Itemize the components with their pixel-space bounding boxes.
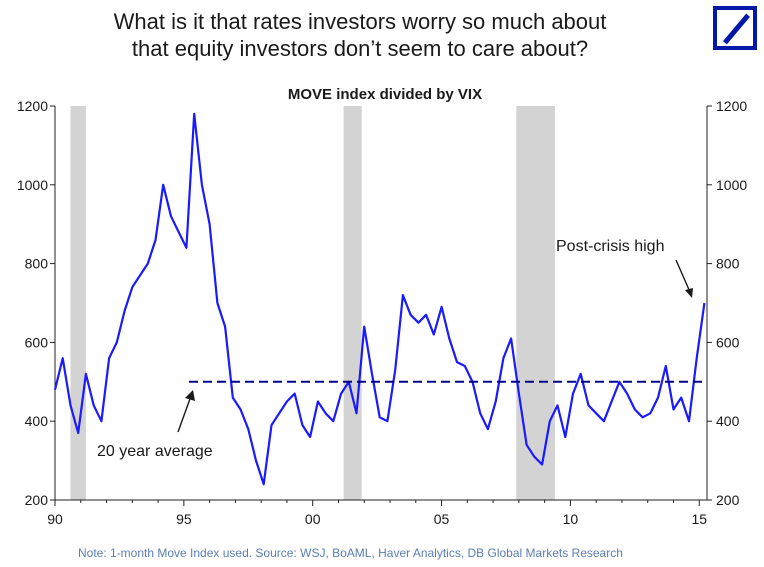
recession-band-0 xyxy=(70,106,86,500)
y-tick-label-left: 200 xyxy=(25,492,49,508)
y-tick-label-right: 400 xyxy=(716,413,740,429)
y-tick-label-left: 600 xyxy=(25,334,49,350)
recession-bands xyxy=(70,106,555,500)
chart-title: MOVE index divided by VIX xyxy=(288,86,482,103)
average-arrow-icon xyxy=(177,390,195,433)
series-line-0 xyxy=(53,112,706,486)
y-tick-label-left: 1200 xyxy=(17,98,48,114)
average-label: 20 year average xyxy=(97,443,213,460)
recession-band-2 xyxy=(516,106,555,500)
y-tick-label-left: 800 xyxy=(25,256,49,272)
y-tick-label-right: 800 xyxy=(716,256,740,272)
x-tick-label: 00 xyxy=(305,511,321,527)
recession-band-1 xyxy=(343,106,362,500)
y-tick-label-right: 1000 xyxy=(716,177,747,193)
x-tick-label: 15 xyxy=(691,511,707,527)
post-crisis-arrow-icon xyxy=(675,259,693,298)
deutsche-bank-logo-icon xyxy=(713,6,757,50)
y-tick-label-right: 1200 xyxy=(716,98,747,114)
x-tick-label: 90 xyxy=(47,511,63,527)
y-tick-label-left: 1000 xyxy=(17,177,48,193)
series-layer xyxy=(53,112,706,486)
headline-line-2: that equity investors don’t seem to care… xyxy=(131,36,589,61)
source-footnote: Note: 1-month Move Index used. Source: W… xyxy=(78,546,623,560)
y-tick-label-right: 200 xyxy=(716,492,740,508)
y-tick-label-left: 400 xyxy=(25,413,49,429)
headline-line-1: What is it that rates investors worry so… xyxy=(113,9,607,34)
post-crisis-high-label: Post-crisis high xyxy=(556,238,664,255)
x-tick-label: 05 xyxy=(434,511,450,527)
x-tick-label: 95 xyxy=(176,511,192,527)
x-tick-label: 10 xyxy=(563,511,579,527)
headline: What is it that rates investors worry so… xyxy=(40,8,680,62)
axes xyxy=(50,105,712,506)
y-tick-label-right: 600 xyxy=(716,334,740,350)
